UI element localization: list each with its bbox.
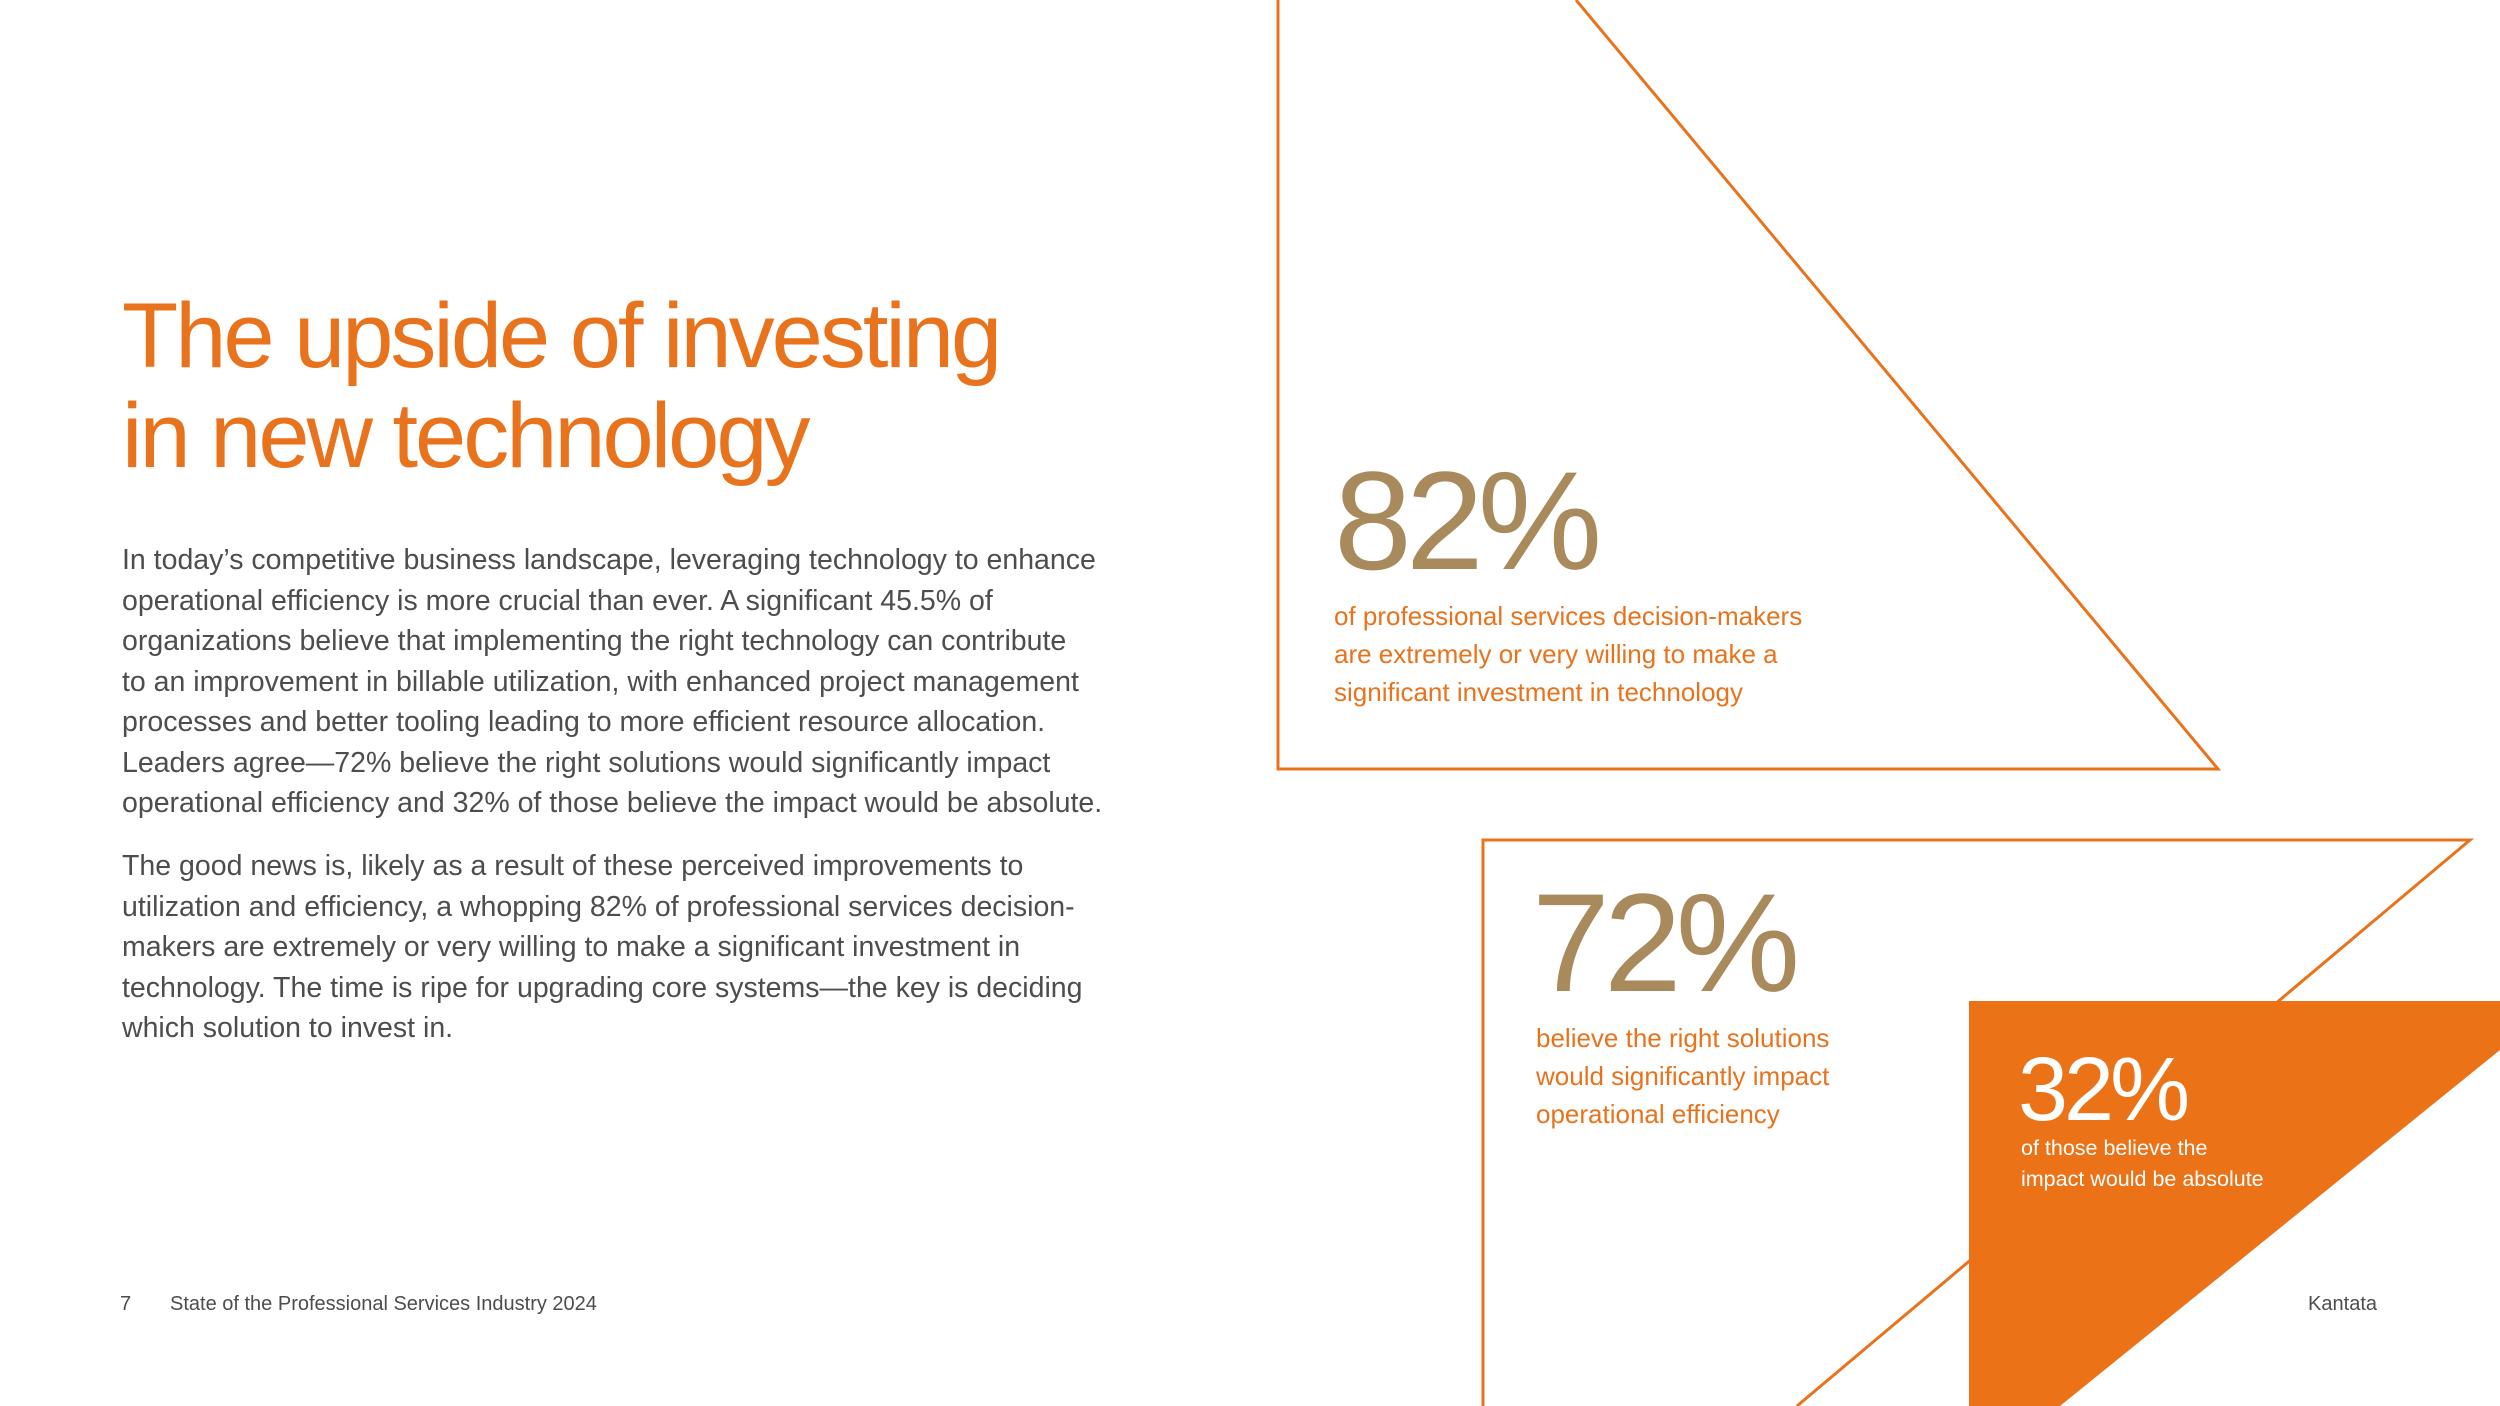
text-line: to an improvement in billable utilizatio… <box>122 665 1079 698</box>
stat-line: of professional services decision-makers <box>1334 601 1803 631</box>
triangle-outline-82 <box>1276 0 2222 771</box>
text-line: which solution to invest in. <box>122 1012 454 1044</box>
body-paragraph-1: In today’s competitive business landscap… <box>122 540 1122 824</box>
title-line: The upside of investing <box>122 285 1002 387</box>
page-title: The upside of investing in new technolog… <box>122 286 1122 486</box>
stat-description-82: of professional services decision-makers… <box>1334 597 1894 711</box>
title-line: in new technology <box>122 385 810 487</box>
text-line: utilization and efficiency, a whopping 8… <box>122 890 1075 923</box>
stat-description-32: of those believe the impact would be abs… <box>2021 1133 2321 1195</box>
stat-value-82: 82% <box>1334 442 1602 599</box>
stat-line: impact would be absolute <box>2021 1167 2264 1191</box>
text-line: processes and better tooling leading to … <box>122 706 1046 738</box>
stat-value-32: 32% <box>2018 1040 2190 1140</box>
stat-description-72: believe the right solutions would signif… <box>1536 1019 1916 1133</box>
text-line: The good news is, likely as a result of … <box>122 850 1024 882</box>
triangle-filled-32 <box>1969 1001 2500 1406</box>
brand-name: Kantata <box>2308 1293 2377 1315</box>
text-line: organizations believe that implementing … <box>122 625 1067 657</box>
text-line: operational efficiency and 32% of those … <box>122 787 1103 819</box>
document-title: State of the Professional Services Indus… <box>170 1293 597 1315</box>
text-line: In today’s competitive business landscap… <box>122 544 1096 576</box>
text-line: makers are extremely or very willing to … <box>122 931 1021 963</box>
stat-line: believe the right solutions <box>1536 1023 1830 1053</box>
stat-line: significant investment in technology <box>1334 677 1744 707</box>
text-line: technology. The time is ripe for upgradi… <box>122 971 1083 1004</box>
stat-line: operational efficiency <box>1536 1099 1780 1129</box>
page-number: 7 <box>120 1293 132 1315</box>
stat-value-72: 72% <box>1532 864 1800 1021</box>
body-paragraph-2: The good news is, likely as a result of … <box>122 846 1102 1049</box>
text-line: Leaders agree—72% believe the right solu… <box>122 746 1051 779</box>
text-line: operational efficiency is more crucial t… <box>122 584 993 617</box>
stat-line: would significantly impact <box>1536 1061 1830 1091</box>
stat-line: of those believe the <box>2021 1136 2208 1160</box>
stat-line: are extremely or very willing to make a <box>1334 639 1778 669</box>
